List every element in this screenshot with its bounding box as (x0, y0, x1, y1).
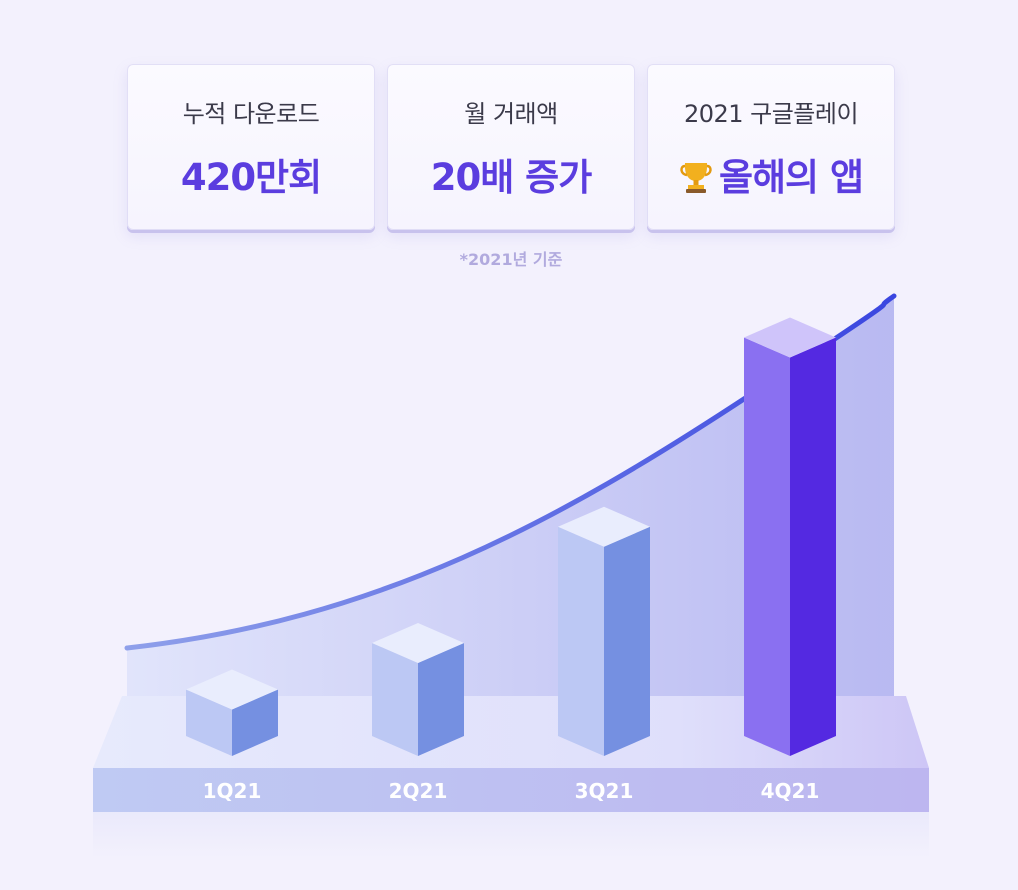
data-footnote: *2021년 기준 (459, 250, 563, 269)
x-tick-label: 3Q21 (575, 779, 634, 803)
bar-right-2Q21 (418, 643, 464, 756)
trend-line (124, 293, 897, 651)
x-tick-label: 2Q21 (389, 779, 448, 803)
chart-platform-front (93, 768, 929, 812)
bar-left-2Q21 (372, 643, 418, 756)
x-tick-label: 4Q21 (761, 779, 820, 803)
stat-card-transactions: 월 거래액 20배 증가 (387, 64, 635, 230)
bar-left-1Q21 (186, 689, 232, 756)
stat-label-award: 2021 구글플레이 (683, 100, 859, 128)
chart-platform-top (93, 696, 929, 768)
bar-right-3Q21 (604, 526, 650, 756)
stat-card-award: 2021 구글플레이 올해의 앱 (647, 64, 895, 230)
x-tick-label: 1Q21 (203, 779, 262, 803)
bar-top-1Q21 (186, 669, 278, 710)
bar-left-4Q21 (744, 337, 790, 756)
bar-top-3Q21 (558, 506, 650, 547)
trend-area (127, 296, 894, 700)
bar-right-4Q21 (790, 337, 836, 756)
stat-card-downloads: 누적 다운로드 420만회 (127, 64, 375, 230)
bar-left-3Q21 (558, 526, 604, 756)
stat-value-award-wrap: 올해의 앱 (647, 147, 895, 203)
stat-value-award: 올해의 앱 (718, 156, 864, 199)
stat-value-transactions: 20배 증가 (430, 156, 593, 199)
bar-right-1Q21 (232, 689, 278, 756)
bar-top-2Q21 (372, 623, 464, 663)
trophy-icon (679, 158, 713, 203)
stat-value-downloads: 420만회 (180, 156, 322, 199)
chart-platform-reflection (93, 812, 929, 858)
bar-top-4Q21 (744, 317, 836, 358)
stat-label-downloads: 누적 다운로드 (182, 100, 320, 128)
stat-label-transactions: 월 거래액 (464, 100, 558, 128)
